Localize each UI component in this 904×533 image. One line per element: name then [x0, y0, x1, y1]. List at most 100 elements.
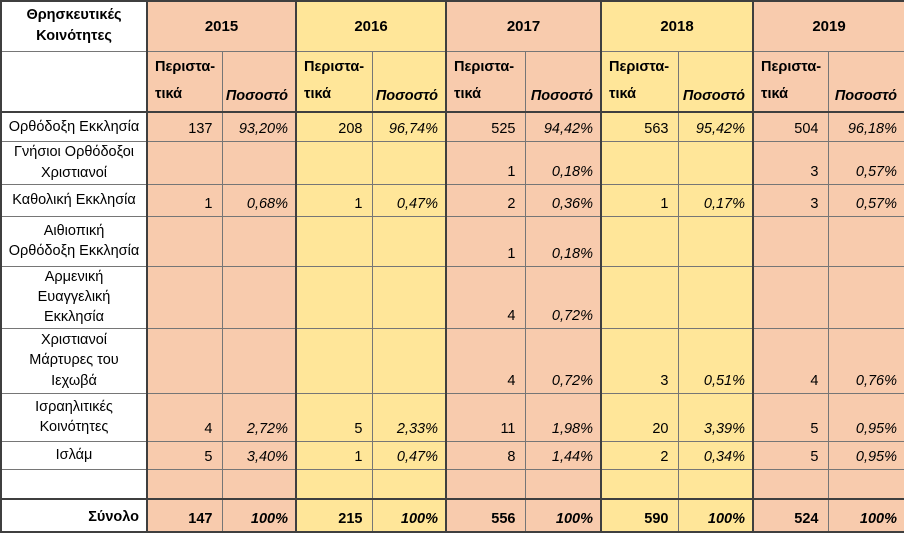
percent-cell: 0,47% [371, 440, 447, 470]
percent-cell [371, 265, 447, 329]
year-header-2018: 2018 [600, 0, 754, 52]
percent-cell: 0,68% [221, 183, 297, 217]
incidents-cell [295, 468, 373, 500]
incidents-cell [295, 265, 373, 329]
incidents-cell [600, 265, 679, 329]
incidents-cell [146, 265, 223, 329]
percent-cell: 0,47% [371, 183, 447, 217]
incidents-cell: 3 [600, 327, 679, 394]
table-row: Χριστιανοί Μάρτυρες του Ιεχωβά 4 0,72% 3 0,5… [0, 327, 904, 394]
incidents-header-line2: τικά [454, 86, 482, 103]
incidents-cell [295, 327, 373, 394]
percent-cell: 3,39% [677, 392, 754, 442]
percent-cell: 0,76% [827, 327, 904, 394]
percent-header: Ποσοστό [524, 50, 602, 113]
percent-cell: 0,17% [677, 183, 754, 217]
percent-header: Ποσοστό [221, 50, 297, 113]
percent-cell: 0,57% [827, 140, 904, 185]
incidents-header-line1: Περιστα- [761, 59, 822, 76]
table-row: Καθολική Εκκλησία 1 0,68% 1 0,47% 2 0,36% 1 0,17… [0, 183, 904, 217]
percent-cell [677, 265, 754, 329]
incidents-cell: 1 [600, 183, 679, 217]
incidents-cell [600, 215, 679, 267]
percent-cell: 0,34% [677, 440, 754, 470]
percent-cell: 2,72% [221, 392, 297, 442]
percent-cell [371, 468, 447, 500]
year-header-2015: 2015 [146, 0, 297, 52]
percent-cell: 100% [524, 498, 602, 533]
incidents-cell [146, 468, 223, 500]
row-label: Αρμενική Ευαγγελική Εκκλησία [0, 265, 148, 329]
percent-cell: 0,36% [524, 183, 602, 217]
percent-cell: 1,44% [524, 440, 602, 470]
percent-cell [827, 215, 904, 267]
incidents-cell: 1 [295, 183, 373, 217]
incidents-cell: 525 [445, 111, 526, 142]
table-row: Ισραηλιτικές Κοινότητες 4 2,72% 5 2,33% 11 1,9… [0, 392, 904, 442]
table-body: Ορθόδοξη Εκκλησία 137 93,20% 208 96,74% 525 94… [0, 111, 904, 533]
incidents-cell [445, 468, 526, 500]
incidents-header-line1: Περιστα- [304, 59, 365, 76]
percent-cell [827, 468, 904, 500]
percent-cell: 100% [827, 498, 904, 533]
incidents-cell: 8 [445, 440, 526, 470]
percent-cell: 96,74% [371, 111, 447, 142]
incidents-cell: 147 [146, 498, 223, 533]
incidents-cell [295, 140, 373, 185]
incidents-header: Περιστα- τικά [752, 50, 829, 113]
incidents-cell [146, 215, 223, 267]
incidents-cell [146, 327, 223, 394]
incidents-cell: 2 [445, 183, 526, 217]
incidents-cell [600, 468, 679, 500]
incidents-cell: 137 [146, 111, 223, 142]
corner-header: Θρησκευτικές Κοινότητες [0, 0, 148, 52]
percent-cell: 0,72% [524, 265, 602, 329]
percent-cell: 0,51% [677, 327, 754, 394]
subheader-blank-cell [0, 50, 148, 113]
table-row: Ορθόδοξη Εκκλησία 137 93,20% 208 96,74% 525 94… [0, 111, 904, 142]
incidents-header: Περιστα- τικά [295, 50, 373, 113]
total-row: Σύνολο 147 100% 215 100% 556 100% 590 100% 524 100… [0, 498, 904, 533]
percent-cell: 100% [371, 498, 447, 533]
incidents-cell [752, 215, 829, 267]
incidents-cell: 5 [295, 392, 373, 442]
incidents-cell [600, 140, 679, 185]
percent-cell: 0,72% [524, 327, 602, 394]
incidents-header-line2: τικά [155, 86, 183, 103]
percent-cell: 100% [677, 498, 754, 533]
incidents-header: Περιστα- τικά [600, 50, 679, 113]
incidents-cell: 5 [146, 440, 223, 470]
percent-cell: 94,42% [524, 111, 602, 142]
incidents-cell: 524 [752, 498, 829, 533]
year-header-row: Θρησκευτικές Κοινότητες 2015 2016 2017 2… [0, 0, 904, 52]
incidents-cell [752, 468, 829, 500]
percent-cell: 96,18% [827, 111, 904, 142]
incidents-header-line2: τικά [609, 86, 637, 103]
incidents-cell: 1 [445, 140, 526, 185]
percent-cell: 0,18% [524, 215, 602, 267]
row-label: Γνήσιοι Ορθόδοξοι Χριστιανοί [0, 140, 148, 185]
incidents-header: Περιστα- τικά [146, 50, 223, 113]
percent-cell: 1,98% [524, 392, 602, 442]
incidents-cell [146, 140, 223, 185]
incidents-cell: 4 [146, 392, 223, 442]
incidents-cell: 215 [295, 498, 373, 533]
year-header-2019: 2019 [752, 0, 904, 52]
percent-cell: 93,20% [221, 111, 297, 142]
spacer-row [0, 468, 904, 500]
incidents-cell: 504 [752, 111, 829, 142]
percent-cell [221, 468, 297, 500]
incidents-cell: 1 [146, 183, 223, 217]
row-label: Ισλάμ [0, 440, 148, 470]
percent-cell [677, 140, 754, 185]
percent-cell: 3,40% [221, 440, 297, 470]
subheader-row: Περιστα- τικά Ποσοστό Περιστα- τικά Ποσο… [0, 50, 904, 113]
table-row: Αρμενική Ευαγγελική Εκκλησία 4 0,72% [0, 265, 904, 329]
total-label: Σύνολο [0, 498, 148, 533]
incidents-cell: 5 [752, 392, 829, 442]
row-label: Ορθόδοξη Εκκλησία [0, 111, 148, 142]
percent-cell [827, 265, 904, 329]
incidents-cell: 590 [600, 498, 679, 533]
percent-cell: 0,57% [827, 183, 904, 217]
